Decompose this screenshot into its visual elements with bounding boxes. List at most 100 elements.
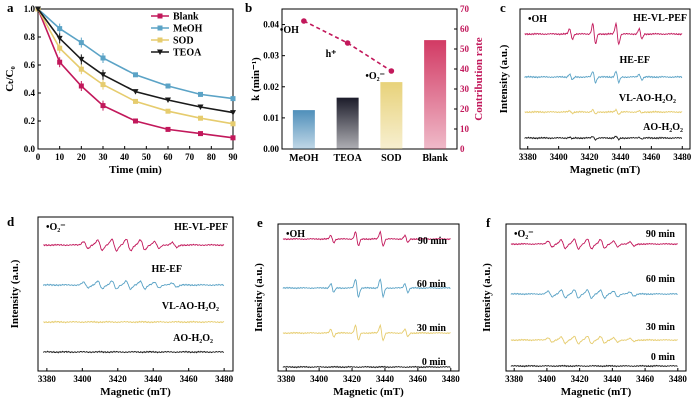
contribution-point [344,40,351,46]
spectrum-trace-1 [282,278,451,299]
y-axis-title: Intensity (a.u.) [498,44,510,113]
trace-label: 30 min [417,323,447,334]
spectrum-trace-2 [282,323,451,342]
x-tick-label: 10 [55,152,65,162]
panel-f-label: f [486,215,491,230]
x-tick-label: 3420 [343,374,362,384]
panel-subtitle: •O₂⁻ [514,229,534,240]
data-point-sod [100,82,106,88]
x-tick-label: 3400 [550,152,569,162]
data-point-sod [230,121,236,127]
x-tick-label: 3420 [571,374,590,384]
x-axis-title: Magnetic (mT) [100,386,171,398]
y-tick-label: 0.0 [24,144,36,154]
y-tick-label: 0.03 [263,51,279,61]
legend-label-sod: SOD [173,36,194,47]
panel-subtitle: •OH [286,229,305,240]
x-tick-label: 3480 [442,374,461,384]
panel-f: f 3380 3400 3420 3440 3460 3480 Magnetic (mT) In… [481,215,687,398]
x-tick-label: 20 [77,152,87,162]
data-point-sod [57,45,63,51]
y-right-tick-label: 0 [460,144,465,154]
trace-label: 30 min [646,322,676,333]
legend-marker-sod [157,37,163,43]
trace-label: 0 min [422,357,447,368]
y-axis-title: Intensity (a.u.) [9,259,21,328]
x-tick-label: 0 [36,152,41,162]
contribution-point [388,68,395,74]
legend-marker-blank [157,13,163,19]
x-tick-label: 3440 [611,152,630,162]
legend-marker-teoa [157,49,163,55]
panel-f-frame [505,223,687,372]
y-tick-label: 0.04 [263,20,279,30]
spectrum-trace-1 [524,70,683,85]
panel-d-label: d [7,214,15,229]
trace-label: 0 min [651,352,676,363]
panel-c-label: c [500,0,506,15]
panel-e-label: e [257,215,263,230]
data-point-meoh [198,91,203,97]
contribution-label: •O₂⁻ [365,71,385,82]
trace-label: VL-AO-H₂O₂ [619,93,676,104]
spectrum-trace-0 [524,21,683,46]
data-point-meoh [57,26,63,32]
x-tick-label: 3460 [180,374,199,384]
contribution-label: •OH [280,25,299,36]
x-tick-label: 90 [229,152,239,162]
spectrum-trace-2 [510,335,678,345]
panel-subtitle: •OH [528,14,547,25]
trace-label: 90 min [646,229,676,240]
x-tick-label: 3440 [376,374,395,384]
y-axis-title: Intensity (a.u.) [481,263,493,332]
spectrum-trace-3 [524,135,682,141]
trace-label: HE-VL-PEF [174,222,228,233]
data-point-blank [100,103,106,109]
y-tick-label: 1.0 [24,4,36,14]
x-tick-label: 3460 [642,152,661,162]
data-point-teoa [78,56,85,63]
y-right-tick-label: 50 [460,44,470,54]
y-tick-label: 0.6 [24,60,36,70]
bar-meoh [292,110,315,149]
data-point-meoh [78,40,84,46]
spectrum-trace-0 [510,238,678,250]
spectrum-trace-3 [282,365,451,369]
panel-subtitle: •O₂⁻ [46,222,66,233]
x-tick-label: 3380 [519,152,538,162]
x-tick-label: 30 [99,152,109,162]
x-tick-label: 3440 [603,374,622,384]
legend-label-teoa: TEOA [173,48,202,59]
y-right-tick-label: 60 [460,24,470,34]
x-tick-label: 3420 [109,374,128,384]
contribution-point [301,18,307,24]
y-tick-label: 0.02 [263,82,279,92]
bar-sod [380,82,403,149]
data-point-teoa [132,89,139,95]
panel-e-frame [277,223,460,372]
panel-b-label: b [245,0,252,15]
x-tick-label: 40 [120,152,130,162]
legend-marker-meoh [157,25,163,31]
spectrum-trace-0 [282,230,451,247]
panel-c-frame [519,8,691,150]
trace-label: 60 min [417,279,447,290]
x-tick-label: 3460 [636,374,655,384]
bar-teoa [336,97,359,149]
spectrum-trace-2 [524,108,683,116]
x-tick-label: 3400 [73,374,92,384]
data-point-teoa [56,35,63,42]
contribution-label: h⁺ [326,49,337,60]
x-tick-label: 3480 [669,374,688,384]
y-right-tick-label: 20 [460,104,470,114]
y-right-tick-label: 30 [460,84,470,94]
data-point-meoh [165,83,171,89]
series-line-teoa [37,8,234,114]
panel-a: a 0 10 20 30 40 50 60 70 80 90 0.0 0.2 0.4 0.6 0.8 1.0 Ti… [4,0,238,176]
data-point-teoa [35,6,41,12]
data-point-meoh [133,72,138,78]
x-tick-label: 3380 [277,374,296,384]
contribution-line [303,20,392,72]
x-tick-label: SOD [381,153,402,164]
